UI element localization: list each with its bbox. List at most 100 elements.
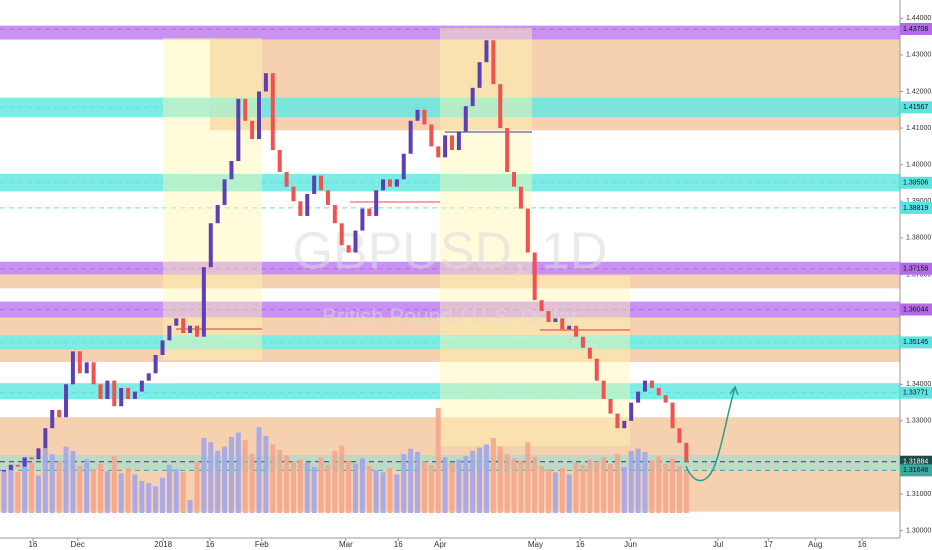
volume-bar — [442, 457, 448, 513]
candle-body — [70, 351, 75, 385]
volume-bar — [477, 447, 483, 513]
axes: 1.44000 1.43000 1.42000 1.41000 1.40000 1.390… — [28, 15, 932, 549]
candle-body — [401, 153, 406, 180]
volume-bar — [435, 408, 441, 513]
y-tick-label: 1.33000 — [906, 418, 931, 425]
volume-bar — [277, 449, 283, 513]
candle-body — [201, 267, 206, 337]
volume-profiles — [163, 28, 630, 446]
price-label: 1.37158 — [903, 266, 928, 273]
volume-bar — [104, 471, 110, 513]
y-tick-label: 1.39000 — [906, 198, 931, 205]
candle-body — [560, 318, 565, 330]
volume-bar — [539, 465, 545, 513]
price-label-box — [900, 22, 932, 35]
candle-body — [684, 442, 689, 462]
candle-body — [8, 464, 13, 470]
candle-body — [656, 387, 661, 396]
volume-bar — [1, 470, 7, 513]
volume-bar — [194, 461, 200, 513]
volume-bar — [601, 457, 607, 513]
price-label: 1.36044 — [903, 306, 928, 313]
candle-body — [649, 380, 654, 388]
candle-body — [670, 402, 675, 429]
volume-bar — [77, 465, 83, 513]
zone — [0, 383, 900, 400]
volume-bar — [670, 458, 676, 513]
candle-body — [126, 387, 131, 399]
volume-bar — [628, 450, 634, 513]
candle-body — [429, 124, 434, 147]
volume-bar — [311, 466, 317, 513]
candle-body — [194, 325, 199, 337]
profile-area — [440, 28, 532, 446]
candle-body — [574, 325, 579, 337]
candle-body — [408, 120, 413, 154]
candle-body — [43, 428, 48, 449]
volume-bar — [263, 435, 269, 513]
candle-body — [270, 73, 275, 151]
x-tick-label: Jun — [624, 540, 637, 549]
candle-body — [15, 464, 20, 467]
candle-body — [484, 40, 489, 63]
volume-bar — [346, 460, 352, 513]
volume-bar — [359, 458, 365, 513]
volume-bar — [532, 457, 538, 513]
volume-bar — [56, 461, 62, 513]
x-tick-label: 16 — [206, 540, 215, 549]
candles — [1, 40, 689, 472]
volume-bar — [284, 455, 290, 513]
volume-bar — [545, 469, 551, 513]
candle-body — [153, 355, 158, 374]
volume-bar — [483, 444, 489, 513]
candle-body — [160, 340, 165, 356]
price-label-box — [900, 201, 932, 214]
candle-body — [505, 128, 510, 173]
candle-body — [353, 230, 358, 253]
volume-bar — [139, 480, 145, 513]
volume-bar — [42, 448, 48, 513]
candle-body — [525, 208, 530, 253]
volume-bar — [201, 438, 207, 513]
price-label: 1.31648 — [903, 467, 928, 474]
candle-body — [594, 358, 599, 381]
candle-body — [84, 362, 89, 374]
x-tick-label: 16 — [858, 540, 867, 549]
volume — [1, 408, 689, 513]
y-tick-label: 1.41000 — [906, 125, 931, 132]
candle-body — [146, 373, 151, 381]
volume-bar — [587, 459, 593, 513]
price-label-box — [900, 336, 932, 349]
price-label-box — [900, 386, 932, 399]
x-tick-label: 2018 — [154, 540, 172, 549]
candle-body — [608, 398, 613, 414]
volume-bar — [401, 454, 407, 513]
candle-body — [456, 131, 461, 151]
y-tick-label: 1.34000 — [906, 381, 931, 388]
candle-body — [263, 73, 268, 92]
volume-bar — [428, 464, 434, 513]
candle-body — [22, 457, 27, 467]
y-tick-label: 1.37000 — [906, 271, 931, 278]
volume-bar — [125, 468, 131, 513]
volume-bar — [153, 486, 159, 513]
volume-bar — [525, 442, 531, 513]
candle-body — [257, 91, 262, 140]
candle-body — [112, 380, 117, 407]
x-tick-label: May — [528, 540, 543, 549]
volume-bar — [470, 450, 476, 513]
candle-body — [546, 311, 551, 323]
volume-bar — [353, 463, 359, 513]
volume-bar — [146, 483, 152, 513]
y-tick-label: 1.31000 — [906, 491, 931, 498]
volume-bar — [304, 462, 310, 513]
candle-body — [312, 175, 317, 194]
volume-bar — [463, 456, 469, 513]
x-tick-label: Mar — [339, 540, 353, 549]
volume-bar — [49, 454, 55, 513]
volume-bar — [649, 460, 655, 513]
volume-bar — [573, 462, 579, 513]
candle-body — [381, 179, 386, 191]
candle-body — [443, 135, 448, 158]
candle-body — [518, 186, 523, 209]
